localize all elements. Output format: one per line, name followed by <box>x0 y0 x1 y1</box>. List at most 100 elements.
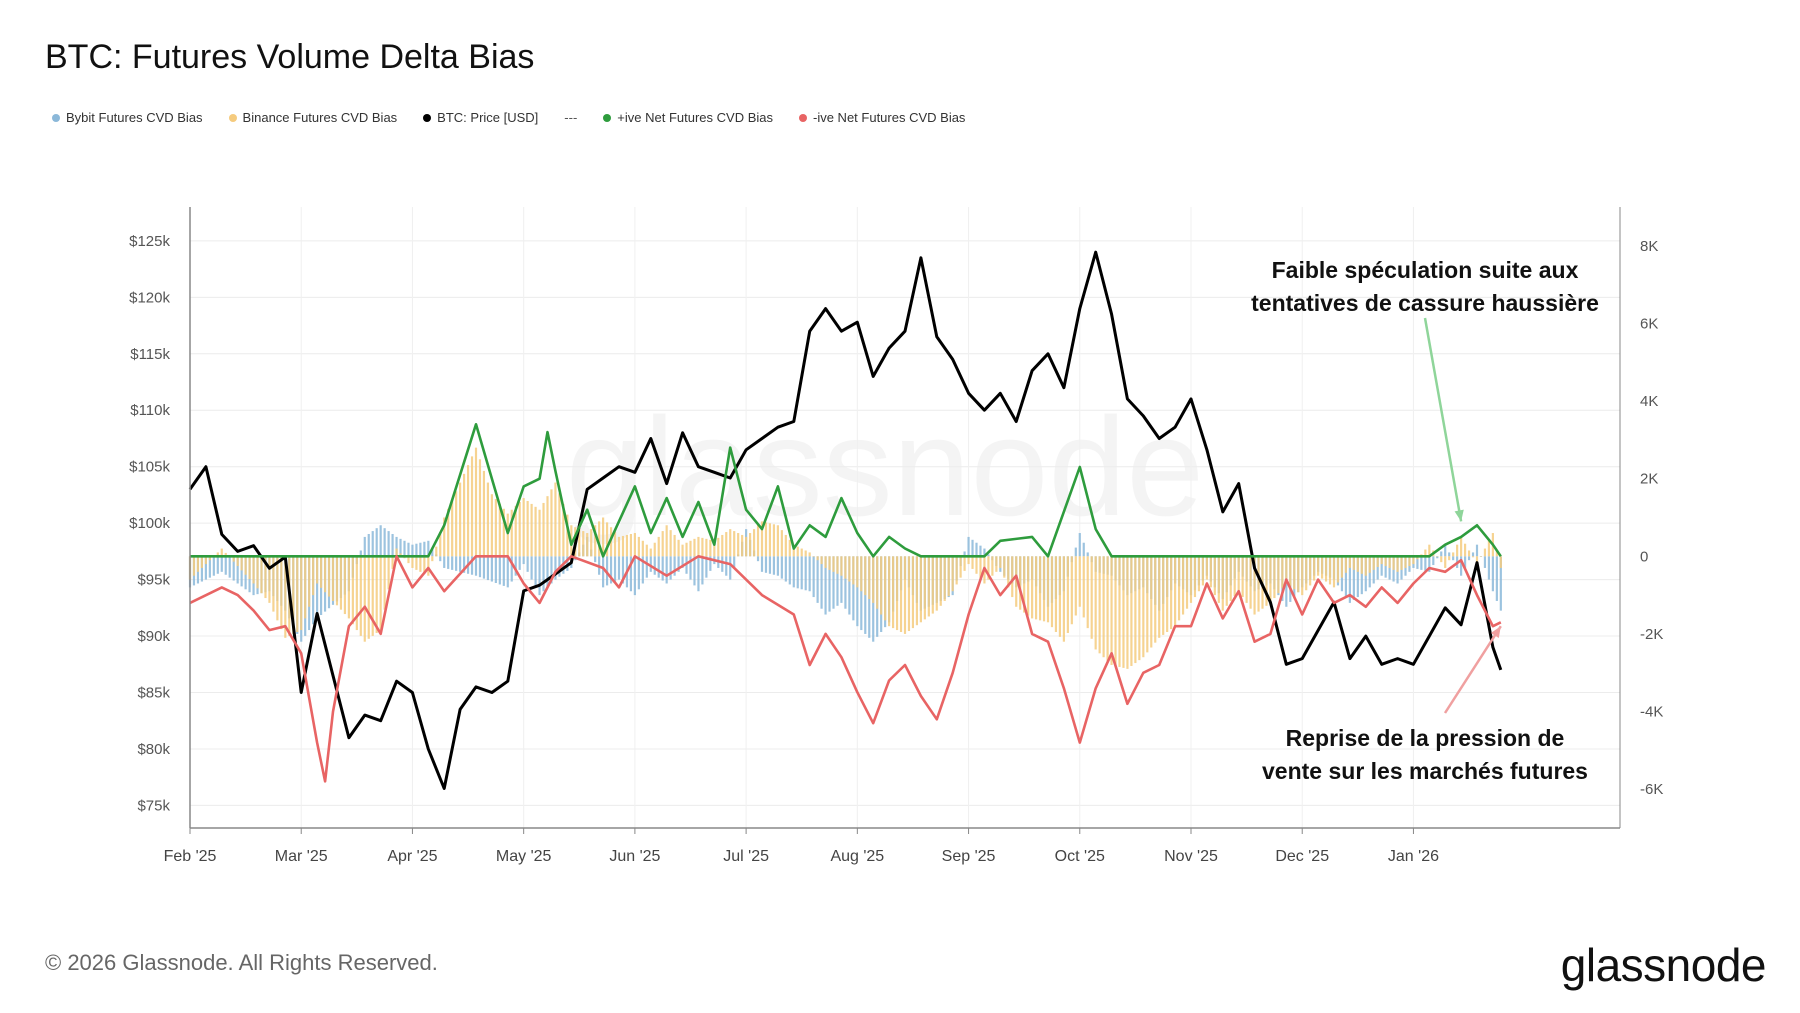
cvd-bar <box>733 531 736 557</box>
cvd-bar <box>784 534 787 557</box>
cvd-bar <box>752 529 756 557</box>
cvd-bar <box>609 556 613 584</box>
legend-item-binance[interactable]: Binance Futures CVD Bias <box>228 110 398 125</box>
cvd-bar <box>1376 556 1379 580</box>
legend-dot-icon <box>423 113 432 122</box>
chart-title: BTC: Futures Volume Delta Bias <box>45 38 535 76</box>
cvd-bar <box>808 552 811 557</box>
cvd-bar <box>840 556 843 576</box>
cvd-bar <box>748 533 752 557</box>
cvd-bar <box>1487 556 1491 580</box>
right-tick-label: 6K <box>1640 315 1658 332</box>
cvd-bar <box>637 536 640 557</box>
cvd-bar <box>399 553 402 557</box>
cvd-bar <box>1142 556 1145 658</box>
cvd-bar <box>1467 556 1471 561</box>
legend-item-negative-net[interactable]: -ive Net Futures CVD Bias <box>799 110 965 125</box>
cvd-bar <box>323 556 327 593</box>
cvd-bar <box>363 536 366 557</box>
cvd-bar <box>196 556 200 572</box>
cvd-bar <box>534 506 537 557</box>
right-tick-label: -4K <box>1640 704 1663 721</box>
cvd-bar <box>415 543 418 557</box>
left-tick-label: $90k <box>137 628 170 645</box>
cvd-bar <box>1309 556 1312 586</box>
cvd-bar <box>1189 556 1193 603</box>
cvd-bar <box>903 556 907 634</box>
legend-label: Binance Futures CVD Bias <box>242 110 398 125</box>
cvd-bar <box>252 556 255 584</box>
left-tick-label: $120k <box>129 289 170 306</box>
cvd-bar <box>808 556 811 592</box>
cvd-bar <box>1471 556 1475 558</box>
cvd-bar <box>1448 552 1451 557</box>
cvd-bar <box>613 556 617 582</box>
annotation-text: vente sur les marchés futures <box>1262 758 1588 784</box>
legend-label: +ive Net Futures CVD Bias <box>617 110 773 125</box>
right-tick-label: -2K <box>1640 626 1663 643</box>
cvd-bar <box>236 556 239 567</box>
legend-label: -ive Net Futures CVD Bias <box>813 110 966 125</box>
cvd-bar <box>848 556 851 582</box>
cvd-bar <box>1205 556 1208 580</box>
cvd-bar <box>689 540 692 557</box>
cvd-bar <box>1412 556 1415 565</box>
cvd-bar <box>1078 533 1081 557</box>
cvd-bar <box>427 556 430 576</box>
cvd-bar <box>856 556 859 627</box>
cvd-bar <box>244 556 247 575</box>
cvd-bar <box>240 556 243 571</box>
cvd-bar <box>1289 556 1292 587</box>
cvd-bar <box>276 556 279 621</box>
legend-item-positive-net[interactable]: +ive Net Futures CVD Bias <box>603 110 773 125</box>
cvd-bar <box>435 546 438 557</box>
cvd-bar <box>677 556 680 572</box>
cvd-bar <box>868 556 871 600</box>
cvd-bar <box>240 556 243 587</box>
cvd-bar <box>693 538 696 557</box>
cvd-bar <box>327 556 331 597</box>
cvd-bar <box>1348 556 1351 603</box>
cvd-bar <box>236 556 239 584</box>
cvd-bar <box>1102 556 1105 658</box>
cvd-bar <box>371 531 374 557</box>
x-tick-label: Sep '25 <box>942 848 996 865</box>
cvd-bar <box>1038 556 1042 621</box>
cvd-bar <box>1424 549 1427 557</box>
series-line <box>190 423 1502 558</box>
cvd-bar <box>411 556 414 568</box>
cvd-bar <box>1019 556 1022 610</box>
cvd-bar <box>232 556 235 562</box>
cvd-bar <box>1416 556 1419 569</box>
cvd-bar <box>462 473 466 557</box>
cvd-bar <box>1479 556 1483 557</box>
cvd-bar <box>212 556 215 576</box>
cvd-bar <box>613 532 617 557</box>
legend-item-price[interactable]: BTC: Price [USD] <box>423 110 538 125</box>
cvd-bar <box>367 556 370 639</box>
cvd-bar <box>860 556 863 592</box>
cvd-bar <box>1034 556 1038 620</box>
glassnode-logo[interactable]: glassnode <box>1560 939 1767 991</box>
cvd-bar <box>224 556 227 575</box>
cvd-bar <box>232 556 235 581</box>
cvd-bar <box>685 542 688 557</box>
cvd-bar <box>939 556 942 606</box>
cvd-bar <box>796 556 799 589</box>
cvd-bar <box>1360 556 1363 595</box>
cvd-bar <box>1444 556 1447 568</box>
cvd-bar <box>1317 556 1320 576</box>
legend-item-bybit[interactable]: Bybit Futures CVD Bias <box>52 110 203 125</box>
cvd-bar <box>1146 556 1149 653</box>
cvd-bar <box>443 556 446 568</box>
cvd-bar <box>399 538 402 557</box>
cvd-bar <box>1396 556 1399 572</box>
legend: Bybit Futures CVD Bias Binance Futures C… <box>52 110 991 125</box>
cvd-bar <box>530 503 533 557</box>
cvd-bar <box>407 542 410 557</box>
cvd-bar <box>864 556 867 596</box>
legend-dot-icon <box>799 113 807 122</box>
cvd-bar <box>955 556 958 585</box>
x-tick-label: May '25 <box>496 848 552 865</box>
left-tick-label: $100k <box>129 515 170 532</box>
